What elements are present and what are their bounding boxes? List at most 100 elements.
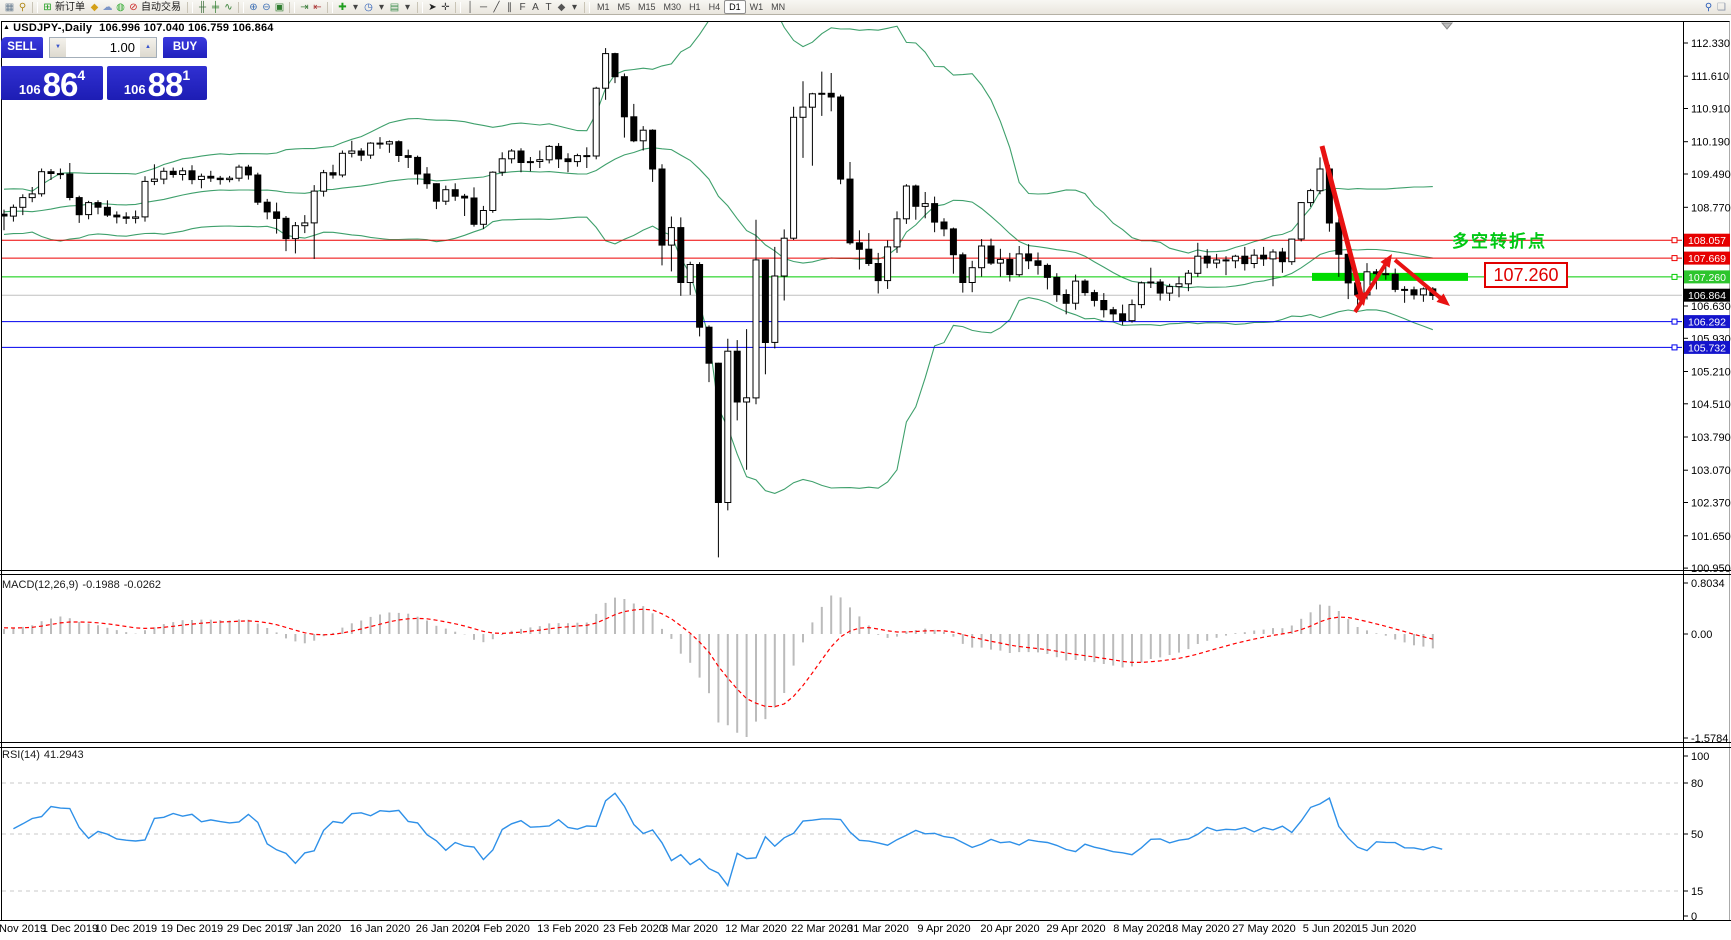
toolbar-separator <box>238 1 244 13</box>
macd-value-2: -0.0262 <box>123 579 162 591</box>
timeframe-d1[interactable]: D1 <box>724 0 746 14</box>
toolbar-separator <box>289 1 295 13</box>
bar-chart-icon[interactable]: ╫ <box>198 1 207 13</box>
price-line-badge: 106.864 <box>1688 290 1726 302</box>
accounts-icon[interactable]: ☁ <box>102 1 113 13</box>
macd-indicator-label: MACD(12,26,9) -0.1988 -0.0262 <box>2 579 165 591</box>
channel-icon[interactable]: ∥ <box>507 1 512 13</box>
toolbar-separator <box>417 1 423 13</box>
eraser-icon[interactable]: ◆ <box>90 1 99 13</box>
templates-icon[interactable]: ▤ <box>389 1 400 13</box>
macd-value-1: -0.1988 <box>82 579 120 591</box>
timeframe-h1[interactable]: H1 <box>689 2 701 12</box>
periods-clock-icon[interactable]: ◷ <box>364 1 373 13</box>
trendline-icon[interactable]: ╱ <box>493 1 500 13</box>
autotrade-icon[interactable]: ⊘ <box>129 1 138 13</box>
horizontal-lines <box>2 239 1682 348</box>
date-tick-label: 27 May 2020 <box>1232 923 1296 935</box>
price-tick-label: 109.490 <box>1691 169 1731 181</box>
buy-price-prefix: 106 <box>123 82 146 97</box>
line-endpoint-markers <box>1671 237 1678 351</box>
templates-dropdown-icon[interactable]: ▾ <box>404 1 411 13</box>
chart-frame <box>0 21 1731 921</box>
price-tick-label: 103.790 <box>1691 432 1731 444</box>
one-click-collapse-icon[interactable]: ▲ <box>3 24 11 31</box>
buy-button[interactable]: BUY <box>163 37 207 58</box>
lot-size-value[interactable]: 1.00 <box>109 40 135 55</box>
shapes-dropdown-icon[interactable]: ▾ <box>571 1 578 13</box>
date-tick-label: 19 Dec 2019 <box>161 923 223 935</box>
indicator-dropdown-icon[interactable]: ▾ <box>352 1 359 13</box>
crosshair-icon[interactable]: ✛ <box>441 1 450 13</box>
date-tick-label: 10 Dec 2019 <box>95 923 157 935</box>
timeframe-h4[interactable]: H4 <box>708 2 721 12</box>
tile-windows-icon[interactable]: ▣ <box>274 1 285 13</box>
periods-dropdown-icon[interactable]: ▾ <box>378 1 385 13</box>
new-order-icon[interactable]: ⊞ <box>43 1 52 13</box>
price-tick-label: 105.210 <box>1691 367 1731 379</box>
timeframe-mn[interactable]: MN <box>771 2 786 12</box>
toolbar-separator <box>584 1 590 13</box>
shapes-arrows-icon[interactable]: ◆ <box>557 1 566 13</box>
macd-name: MACD(12,26,9) <box>2 579 79 591</box>
price-line-badge: 107.669 <box>1688 253 1726 265</box>
price-axis: 112.330 111.610 110.910 110.190 109.490 108.7… <box>1683 38 1731 923</box>
sell-price-button[interactable]: 106 86 4 <box>1 66 103 101</box>
vertical-line-icon[interactable]: │ <box>467 1 474 13</box>
lot-increase-button[interactable]: ▲ <box>140 38 156 57</box>
fibonacci-icon[interactable]: F <box>519 1 526 13</box>
rsi-indicator-label: RSI(14) 41.2943 <box>2 749 88 761</box>
search-icon[interactable]: ⚲ <box>1704 1 1713 13</box>
timeframe-m5[interactable]: M5 <box>617 2 631 12</box>
signals-icon[interactable]: ◍ <box>116 1 125 13</box>
date-tick-label: 13 Feb 2020 <box>537 923 599 935</box>
timeframe-m1[interactable]: M1 <box>597 2 610 12</box>
candlestick-chart-icon[interactable]: ╪ <box>211 1 220 13</box>
rsi-tick-label: 0 <box>1691 911 1697 923</box>
toolbar-separator <box>32 1 38 13</box>
line-chart-icon[interactable]: ∿ <box>224 1 233 13</box>
sell-price-sup: 4 <box>77 67 86 83</box>
date-tick-label: 18 May 2020 <box>1166 923 1230 935</box>
text-icon[interactable]: A <box>532 1 539 13</box>
toolbar-separator <box>187 1 193 13</box>
chart-zoom-icon[interactable]: ⚲ <box>18 1 27 13</box>
horizontal-line-icon[interactable]: ─ <box>479 1 488 13</box>
text-label-icon[interactable]: T <box>545 1 552 13</box>
buy-price-button[interactable]: 106 88 1 <box>107 66 207 103</box>
trend-arrows <box>1319 145 1450 314</box>
lot-decrease-button[interactable]: ▼ <box>50 38 66 57</box>
zoom-in-icon[interactable]: ⊕ <box>249 1 258 13</box>
autotrade-label[interactable]: 自动交易 <box>141 1 181 13</box>
price-line-badge: 107.260 <box>1688 272 1726 284</box>
date-tick-label: 7 Jan 2020 <box>287 923 341 935</box>
buy-price-big: 88 <box>147 66 184 103</box>
price-tick-label: 112.330 <box>1691 38 1730 50</box>
price-tick-label: 106.630 <box>1691 301 1731 313</box>
new-order-label[interactable]: 新订单 <box>55 1 85 13</box>
price-tick-label: 103.070 <box>1691 465 1731 477</box>
candles-layer <box>2 48 1437 558</box>
pivot-point-annotation: 多空转折点 <box>1452 232 1547 251</box>
price-line-badge: 105.732 <box>1688 342 1726 354</box>
chat-icon[interactable]: ❑ <box>1717 1 1726 13</box>
new-chart-icon[interactable]: ▦ <box>4 1 15 13</box>
toolbar-separator <box>455 1 461 13</box>
date-tick-label: 4 Feb 2020 <box>474 923 530 935</box>
cursor-icon[interactable]: ➤ <box>428 1 437 13</box>
timeframe-m30[interactable]: M30 <box>663 2 682 12</box>
auto-scroll-icon[interactable]: ⇥ <box>300 1 309 13</box>
price-line-badge: 108.057 <box>1688 235 1726 247</box>
zoom-out-icon[interactable]: ⊖ <box>262 1 271 13</box>
add-indicator-icon[interactable]: ✚ <box>338 1 347 13</box>
chart-shift-icon[interactable]: ⇤ <box>313 1 322 13</box>
sell-button[interactable]: SELL <box>1 37 43 58</box>
date-tick-label: 29 Dec 2019 <box>227 923 289 935</box>
timeframe-w1[interactable]: W1 <box>749 2 764 12</box>
date-tick-label: 26 Jan 2020 <box>416 923 477 935</box>
price-line-badge: 106.292 <box>1688 317 1726 329</box>
timeframe-m15[interactable]: M15 <box>638 2 656 12</box>
